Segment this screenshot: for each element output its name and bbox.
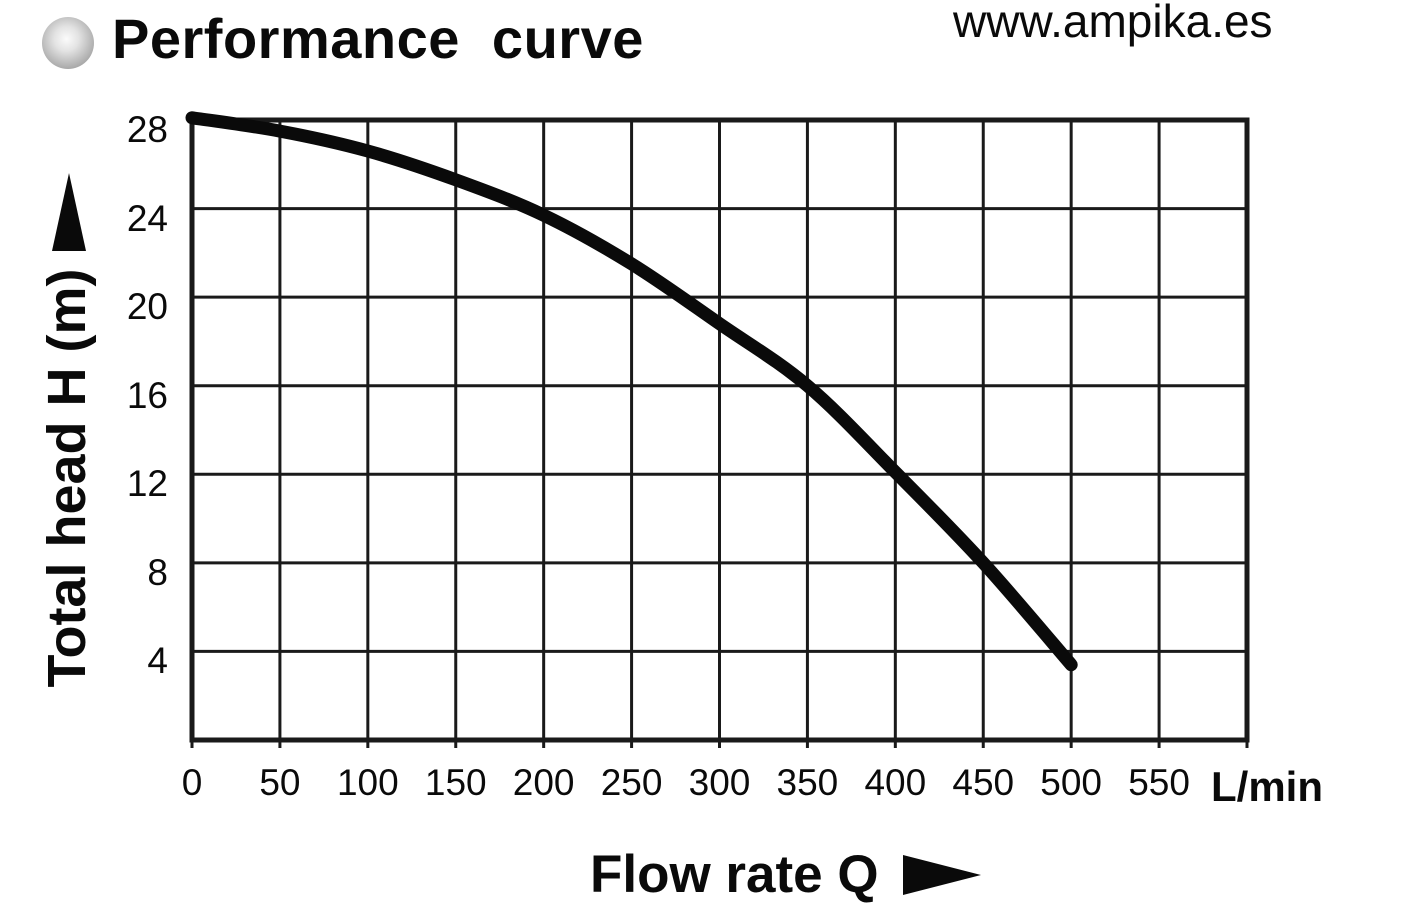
y-tick-label: 20	[126, 286, 168, 328]
page-title: Performance curve	[112, 7, 644, 70]
y-tick-label: 24	[126, 197, 168, 239]
y-tick-label: 28	[126, 109, 168, 150]
x-tick-label: 200	[512, 762, 575, 803]
x-tick-label: 300	[688, 762, 751, 803]
x-tick-label: 250	[600, 762, 663, 803]
website-text: www.ampika.es	[953, 0, 1273, 47]
performance-curve-line	[185, 111, 1078, 672]
x-tick-label: 0	[181, 762, 203, 803]
y-tick-label: 12	[126, 463, 168, 505]
y-tick-label: 8	[147, 551, 168, 593]
y-axis-title: Total head H (m)	[37, 268, 97, 688]
right-arrow-icon	[903, 855, 981, 895]
x-tick-label: 450	[952, 762, 1015, 803]
x-axis-unit-label: L/min	[1211, 763, 1323, 810]
x-tick-label: 150	[424, 762, 487, 803]
y-tick-label: 4	[147, 640, 168, 682]
up-arrow-icon	[52, 173, 86, 251]
x-axis-title: Flow rate Q	[590, 845, 879, 904]
x-tick-label: 400	[864, 762, 927, 803]
x-tick-label: 500	[1040, 762, 1103, 803]
x-tick-label: 350	[776, 762, 839, 803]
y-tick-label: 16	[126, 374, 168, 416]
x-tick-label: 100	[336, 762, 399, 803]
sphere-bullet-icon	[42, 17, 94, 69]
x-tick-label: 550	[1128, 762, 1190, 803]
x-tick-label: 50	[259, 762, 301, 803]
